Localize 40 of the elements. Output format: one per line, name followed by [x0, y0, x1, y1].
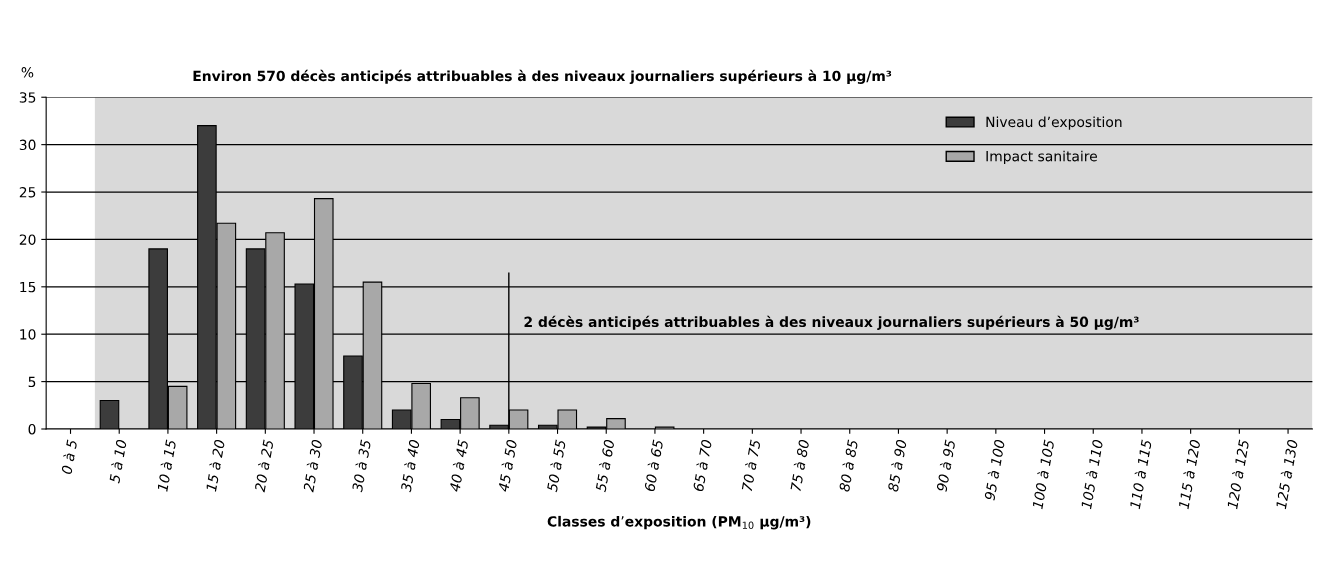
x-tick-label: 55 à 60	[594, 439, 615, 493]
y-tick-label: 0	[28, 423, 36, 435]
x-tick-label: 85 à 90	[886, 439, 907, 493]
x-tick-label: 65 à 70	[692, 439, 713, 492]
y-tick-label: 25	[19, 187, 36, 198]
legend-label: Niveau d’exposition	[986, 116, 1122, 130]
x-tick-label: 35 à 40	[399, 439, 420, 493]
x-tick-label: 40 à 45	[448, 439, 469, 493]
x-tick-label: 30 à 35	[350, 439, 372, 493]
y-tick-label: 35	[19, 92, 36, 103]
x-tick-label: 50 à 55	[545, 439, 566, 493]
x-tick-label: 60 à 65	[643, 439, 664, 492]
ref-line-label: 2 décès anticipés attribuables à des niveaux journaliers supérieurs à 50 µg/m³	[524, 315, 1139, 330]
y-axis-title: %	[21, 67, 34, 78]
x-tick-label: 115 à 120	[1177, 439, 1201, 510]
x-tick-label: 0 à 5	[60, 439, 78, 475]
x-tick-label: 125 à 130	[1274, 439, 1299, 510]
x-tick-label: 15 à 20	[205, 439, 226, 492]
y-tick-label: 20	[19, 234, 36, 245]
y-tick-label: 5	[28, 376, 36, 388]
x-tick-label: 25 à 30	[302, 439, 323, 493]
x-tick-label: 75 à 80	[789, 439, 810, 492]
x-tick-label: 110 à 115	[1128, 439, 1152, 510]
band-label: Environ 570 décès anticipés attribuables à des niveaux journaliers supérieurs à 10 µg/m³	[193, 69, 892, 84]
x-tick-label: 45 à 50	[497, 439, 518, 493]
x-axis-title: Classes d’exposition (PM$_{10}$ µg/m³)	[547, 515, 811, 530]
x-tick-label: 95 à 100	[983, 439, 1006, 501]
x-tick-label: 70 à 75	[740, 439, 761, 492]
y-tick-label: 30	[19, 139, 36, 151]
y-tick-label: 10	[20, 329, 36, 340]
x-tick-label: 5 à 10	[108, 439, 127, 484]
y-tick-label: 15	[20, 281, 36, 293]
x-tick-label: 20 à 25	[253, 439, 274, 493]
x-tick-label: 90 à 95	[935, 439, 956, 492]
x-tick-label: 120 à 125	[1226, 439, 1250, 510]
x-tick-label: 10 à 15	[156, 439, 177, 492]
x-tick-label: 100 à 105	[1031, 439, 1055, 510]
x-tick-label: 105 à 110	[1080, 439, 1104, 510]
x-tick-label: 80 à 85	[838, 439, 859, 493]
legend-label: Impact sanitaire	[986, 150, 1097, 165]
